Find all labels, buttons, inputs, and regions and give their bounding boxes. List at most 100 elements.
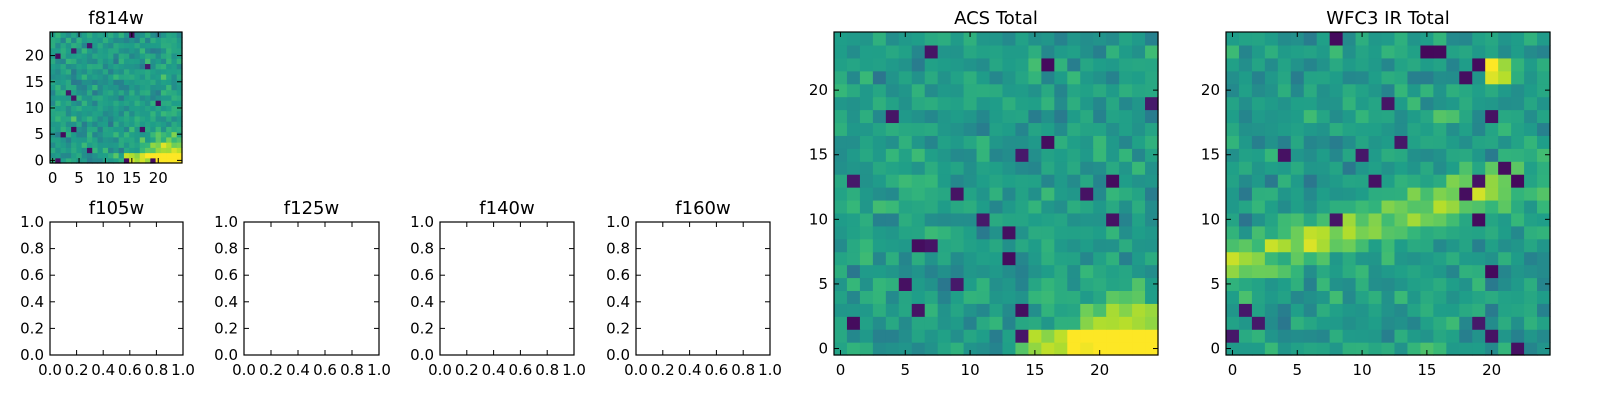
heatmap-cell	[1132, 342, 1146, 356]
heatmap-cell	[1041, 225, 1055, 240]
heatmap-cell	[1342, 187, 1357, 201]
heatmap-cell	[166, 68, 173, 75]
heatmap-cell	[81, 42, 88, 49]
heatmap-cell	[872, 135, 887, 149]
heatmap-cell	[1498, 32, 1512, 46]
heatmap-cell	[1433, 161, 1447, 175]
heatmap-cell	[924, 109, 939, 124]
heatmap-cell	[129, 121, 136, 127]
heatmap-cell	[123, 94, 130, 101]
heatmap-cell	[65, 42, 72, 49]
heatmap-cell	[924, 303, 939, 317]
heatmap-cell	[1290, 83, 1305, 98]
heatmap-cell	[81, 157, 88, 164]
heatmap-cell	[950, 277, 965, 291]
heatmap-cell	[1407, 174, 1421, 188]
heatmap-cell	[1407, 277, 1421, 291]
heatmap-cell	[1119, 122, 1133, 136]
heatmap-cell	[1226, 57, 1240, 72]
heatmap-cell	[55, 147, 62, 154]
heatmap-cell	[171, 142, 178, 148]
heatmap-cell	[1316, 316, 1331, 330]
heatmap-cell	[859, 70, 874, 85]
heatmap-cell	[97, 73, 104, 80]
heatmap-cell	[1145, 148, 1159, 162]
heatmap-cell	[1106, 277, 1120, 291]
heatmap-cell	[60, 84, 67, 91]
heatmap-cell	[1080, 70, 1094, 85]
heatmap-cell	[1472, 174, 1486, 188]
heatmap-cell	[1537, 277, 1551, 291]
heatmap-cell	[123, 89, 130, 96]
heatmap-cell	[1511, 109, 1525, 124]
heatmap-cell	[885, 32, 900, 46]
heatmap-cell	[1002, 174, 1017, 188]
heatmap-cell	[1498, 122, 1512, 136]
heatmap-cell	[1264, 57, 1279, 72]
heatmap-cell	[1041, 96, 1055, 111]
heatmap-cell	[1433, 96, 1447, 111]
heatmap-cell	[1524, 290, 1538, 304]
heatmap-cell	[1407, 316, 1421, 330]
heatmap-cell	[92, 105, 99, 112]
heatmap-cell	[1420, 199, 1434, 214]
heatmap-cell	[171, 94, 178, 101]
heatmap-cell	[1264, 264, 1279, 279]
heatmap-cell	[1368, 342, 1383, 356]
heatmap-cell	[1537, 122, 1551, 136]
heatmap-cell	[937, 174, 952, 188]
heatmap-cell	[81, 47, 88, 54]
heatmap-cell	[1472, 212, 1486, 227]
heatmap-cell	[1041, 212, 1055, 227]
heatmap-cell	[1251, 277, 1266, 291]
heatmap-cell	[81, 131, 88, 138]
heatmap-cell	[50, 152, 56, 159]
heatmap-cell	[1015, 161, 1029, 175]
heatmap-cell	[1407, 199, 1421, 214]
heatmap-cell	[1106, 238, 1120, 253]
heatmap-cell	[1537, 212, 1551, 227]
heatmap-cell	[1316, 238, 1331, 253]
heatmap-cell	[898, 238, 913, 253]
heatmap-cell	[1446, 303, 1460, 317]
x-tick-label: 0.4	[286, 361, 310, 379]
heatmap-cell	[86, 115, 93, 122]
heatmap-cell	[166, 79, 173, 85]
heatmap-cell	[1355, 238, 1370, 253]
heatmap-cell	[1381, 303, 1396, 317]
heatmap-cell	[1054, 96, 1068, 111]
heatmap-cell	[1420, 329, 1434, 343]
heatmap-cell	[924, 161, 939, 175]
heatmap-cell	[97, 84, 104, 91]
heatmap-cell	[1472, 264, 1486, 279]
heatmap-cell	[1238, 161, 1253, 175]
heatmap-cell	[55, 157, 62, 164]
heatmap-cell	[834, 70, 848, 85]
heatmap-cell	[1381, 109, 1396, 124]
heatmap-cell	[1407, 122, 1421, 136]
heatmap-cell	[1080, 32, 1094, 46]
heatmap-cell	[834, 109, 848, 124]
y-tick-label: 0.2	[20, 319, 44, 337]
heatmap-cell	[50, 94, 56, 101]
y-tick-label: 5	[34, 125, 44, 143]
heatmap-cell	[1067, 277, 1081, 291]
heatmap-cell	[60, 100, 67, 106]
heatmap-cell	[108, 47, 114, 54]
heatmap-cell	[1498, 174, 1512, 188]
x-tick-label: 5	[1293, 361, 1303, 379]
heatmap-cell	[155, 73, 162, 80]
heatmap-cell	[113, 131, 120, 138]
heatmap-cell	[97, 32, 104, 38]
heatmap-cell	[76, 126, 83, 133]
heatmap-cell	[160, 37, 167, 44]
y-tick-label: 0.4	[20, 293, 44, 311]
heatmap-cell	[160, 152, 167, 159]
heatmap-cell	[1394, 342, 1409, 356]
heatmap-cell	[1303, 264, 1318, 279]
heatmap-cell	[1368, 122, 1383, 136]
heatmap-cell	[937, 329, 952, 343]
heatmap-cell	[134, 47, 141, 54]
heatmap-cell	[71, 58, 77, 65]
heatmap-cell	[976, 32, 991, 46]
